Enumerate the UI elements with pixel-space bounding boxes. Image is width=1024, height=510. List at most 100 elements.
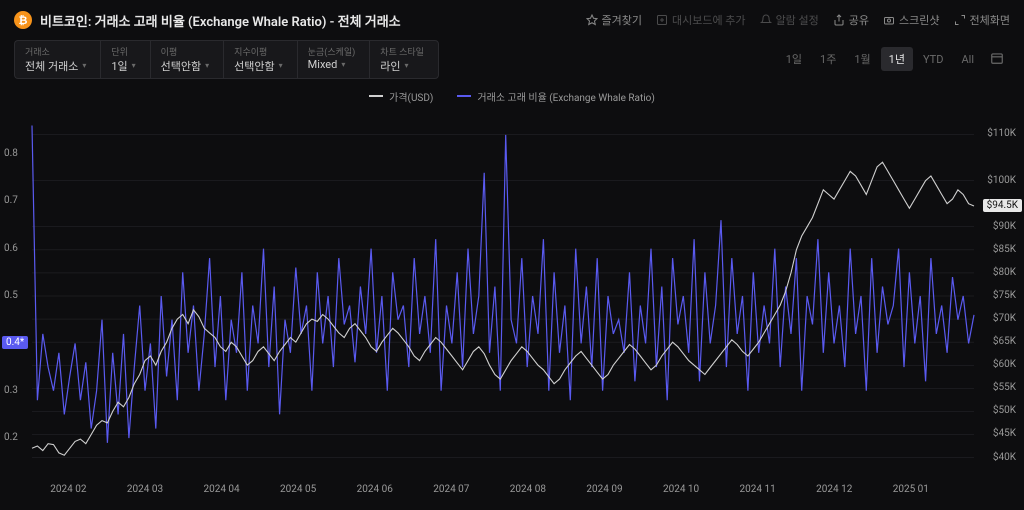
selector-value: 전체 거래소 ▾ (25, 58, 86, 74)
x-tick: 2024 09 (586, 484, 622, 495)
selector-5[interactable]: 차트 스타일라인 ▾ (369, 40, 439, 79)
x-tick: 2024 03 (127, 484, 163, 495)
legend: 가격(USD) 거래소 고래 비율 (Exchange Whale Ratio) (0, 86, 1024, 106)
expand-icon (954, 14, 966, 26)
chevron-down-icon: ▾ (205, 61, 209, 70)
y-right-tick: $80K (993, 267, 1016, 278)
y-right-tick: $65K (993, 336, 1016, 347)
y-left-tick: 0.3 (4, 385, 18, 396)
camera-icon (883, 14, 895, 26)
title-wrap: ₿ 비트코인: 거래소 고래 비율 (Exchange Whale Ratio)… (14, 11, 401, 30)
range-All[interactable]: All (953, 49, 982, 70)
selector-value: 1일 ▾ (111, 58, 135, 74)
range-YTD[interactable]: YTD (915, 49, 951, 70)
selectors-group: 거래소전체 거래소 ▾단위1일 ▾이평선택안함 ▾지수이평선택안함 ▾눈금(스케… (14, 40, 439, 79)
right-current-badge: $94.5K (983, 199, 1022, 212)
selector-3[interactable]: 지수이평선택안함 ▾ (223, 40, 297, 79)
range-selector: 1일1주1월1년YTDAll (778, 46, 1010, 73)
range-1년[interactable]: 1년 (881, 47, 913, 71)
selector-label: 단위 (111, 45, 135, 58)
toolbar: 거래소전체 거래소 ▾단위1일 ▾이평선택안함 ▾지수이평선택안함 ▾눈금(스케… (0, 36, 1024, 86)
legend-line-price (369, 95, 383, 97)
legend-ratio[interactable]: 거래소 고래 비율 (Exchange Whale Ratio) (457, 89, 654, 104)
ratio-line (32, 126, 974, 443)
legend-line-ratio (457, 95, 471, 97)
x-tick: 2024 10 (663, 484, 699, 495)
bell-icon (760, 14, 772, 26)
selector-label: 차트 스타일 (380, 45, 424, 58)
selector-label: 거래소 (25, 45, 86, 58)
range-1일[interactable]: 1일 (778, 47, 810, 71)
add-dashboard-label: 대시보드에 추가 (672, 12, 746, 28)
screenshot-button[interactable]: 스크린샷 (883, 12, 939, 28)
y-right-tick: $70K (993, 313, 1016, 324)
x-tick: 2024 05 (280, 484, 316, 495)
y-right-tick: $85K (993, 244, 1016, 255)
selector-label: 이평 (161, 45, 210, 58)
y-right-tick: $45K (993, 428, 1016, 439)
selector-2[interactable]: 이평선택안함 ▾ (150, 40, 224, 79)
selector-value: 선택안함 ▾ (234, 58, 283, 74)
star-icon (586, 14, 598, 26)
chart-area[interactable]: 0.20.30.40.50.60.70.8$40K$45K$50K$55K$60… (0, 106, 1024, 510)
y-right-tick: $50K (993, 405, 1016, 416)
page-title: 비트코인: 거래소 고래 비율 (Exchange Whale Ratio) -… (40, 11, 401, 30)
calendar-icon[interactable] (984, 46, 1010, 73)
add-dashboard-button[interactable]: 대시보드에 추가 (656, 12, 746, 28)
chevron-down-icon: ▾ (341, 60, 345, 69)
x-tick: 2025 01 (893, 484, 929, 495)
legend-price[interactable]: 가격(USD) (369, 89, 433, 104)
x-tick: 2024 04 (203, 484, 239, 495)
selector-label: 지수이평 (234, 45, 283, 58)
legend-ratio-label: 거래소 고래 비율 (Exchange Whale Ratio) (477, 89, 654, 104)
header-actions: 즐겨찾기 대시보드에 추가 알람 설정 공유 스크린샷 전체화면 (586, 12, 1011, 28)
x-tick: 2024 11 (740, 484, 776, 495)
screenshot-label: 스크린샷 (899, 12, 939, 28)
chart-svg (0, 106, 1024, 510)
plus-box-icon (656, 14, 668, 26)
share-label: 공유 (849, 12, 869, 28)
range-1주[interactable]: 1주 (812, 47, 844, 71)
legend-price-label: 가격(USD) (389, 89, 433, 104)
y-left-tick: 0.6 (4, 243, 18, 254)
selector-value: 라인 ▾ (380, 58, 424, 74)
selector-1[interactable]: 단위1일 ▾ (100, 40, 149, 79)
x-tick: 2024 12 (816, 484, 852, 495)
x-tick: 2024 08 (510, 484, 546, 495)
y-left-tick: 0.7 (4, 195, 18, 206)
y-left-tick: 0.5 (4, 290, 18, 301)
y-right-tick: $60K (993, 359, 1016, 370)
fullscreen-label: 전체화면 (970, 12, 1010, 28)
fullscreen-button[interactable]: 전체화면 (954, 12, 1010, 28)
chevron-down-icon: ▾ (405, 61, 409, 70)
favorite-label: 즐겨찾기 (602, 12, 642, 28)
selector-value: Mixed ▾ (308, 58, 356, 71)
y-right-tick: $55K (993, 382, 1016, 393)
selector-0[interactable]: 거래소전체 거래소 ▾ (14, 40, 100, 79)
alarm-button[interactable]: 알람 설정 (760, 12, 819, 28)
x-tick: 2024 02 (50, 484, 86, 495)
chevron-down-icon: ▾ (82, 61, 86, 70)
favorite-button[interactable]: 즐겨찾기 (586, 12, 642, 28)
left-current-badge: 0.4* (2, 336, 28, 349)
share-icon (833, 14, 845, 26)
chevron-down-icon: ▾ (279, 61, 283, 70)
y-right-tick: $110K (987, 128, 1016, 139)
y-left-tick: 0.2 (4, 432, 18, 443)
bitcoin-icon: ₿ (14, 11, 32, 29)
selector-value: 선택안함 ▾ (161, 58, 210, 74)
y-right-tick: $75K (993, 290, 1016, 301)
x-tick: 2024 07 (433, 484, 469, 495)
y-right-tick: $100K (987, 175, 1016, 186)
selector-4[interactable]: 눈금(스케일)Mixed ▾ (297, 40, 370, 79)
header: ₿ 비트코인: 거래소 고래 비율 (Exchange Whale Ratio)… (0, 0, 1024, 36)
range-1월[interactable]: 1월 (846, 47, 878, 71)
y-right-tick: $90K (993, 221, 1016, 232)
share-button[interactable]: 공유 (833, 12, 869, 28)
selector-label: 눈금(스케일) (308, 45, 356, 58)
x-tick: 2024 06 (357, 484, 393, 495)
y-left-tick: 0.8 (4, 148, 18, 159)
alarm-label: 알람 설정 (776, 12, 819, 28)
y-right-tick: $40K (993, 452, 1016, 463)
chevron-down-icon: ▾ (132, 61, 136, 70)
